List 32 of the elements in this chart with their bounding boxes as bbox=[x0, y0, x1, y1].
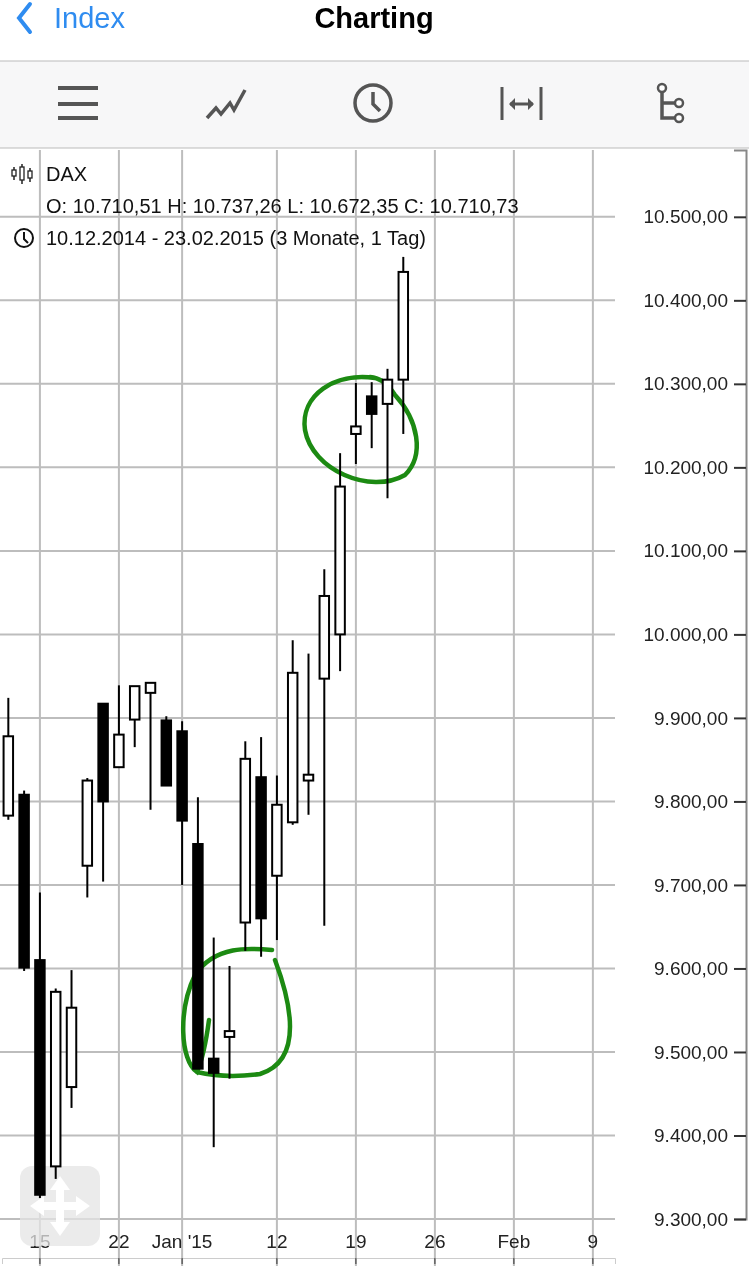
y-tick-label: 9.600,00 bbox=[654, 958, 728, 980]
text: Index bbox=[54, 2, 126, 34]
y-tick-label: 10.500,00 bbox=[643, 206, 728, 228]
x-tick-label: 15 bbox=[29, 1230, 51, 1252]
candlestick bbox=[350, 382, 362, 466]
annotation: DAX bbox=[46, 163, 88, 185]
y-tick-label: 9.700,00 bbox=[654, 874, 728, 896]
x-tick-label: Jan '15 bbox=[151, 1230, 213, 1252]
x-tick-label: 26 bbox=[424, 1230, 446, 1252]
y-tick-label: 9.800,00 bbox=[654, 791, 728, 812]
chart-title: Charting bbox=[314, 2, 434, 34]
y-tick-label: 10.000,00 bbox=[643, 623, 728, 645]
x-tick-label: 9 bbox=[587, 1230, 599, 1252]
annotation: O: 10.710,51 H: 10.737,26 L: 10.672,35 C: 10.710,73 bbox=[46, 195, 519, 217]
candlestick bbox=[223, 964, 236, 1080]
y-tick-label: 9.900,00 bbox=[654, 707, 728, 729]
annotation: 10.12.2014 - 23.02.2015 (3 Monate, 1 Tag) bbox=[46, 227, 426, 249]
candlestick bbox=[207, 936, 220, 1149]
x-tick-label: Feb bbox=[497, 1230, 531, 1252]
candlestick bbox=[144, 681, 157, 811]
x-tick-label: 22 bbox=[108, 1230, 130, 1252]
y-tick-label: 9.300,00 bbox=[654, 1208, 728, 1230]
y-tick-label: 9.400,00 bbox=[654, 1125, 728, 1147]
y-tick-label: 10.300,00 bbox=[643, 373, 728, 395]
y-tick-label: 10.400,00 bbox=[643, 289, 728, 311]
candlestick bbox=[302, 652, 315, 816]
candlestick bbox=[365, 381, 378, 450]
y-tick-label: 10.100,00 bbox=[643, 540, 728, 562]
y-tick-label: 9.500,00 bbox=[654, 1041, 728, 1063]
y-tick-label: 10.200,00 bbox=[643, 456, 728, 478]
x-tick-label: 12 bbox=[266, 1230, 288, 1252]
x-tick-label: 19 bbox=[345, 1230, 367, 1252]
